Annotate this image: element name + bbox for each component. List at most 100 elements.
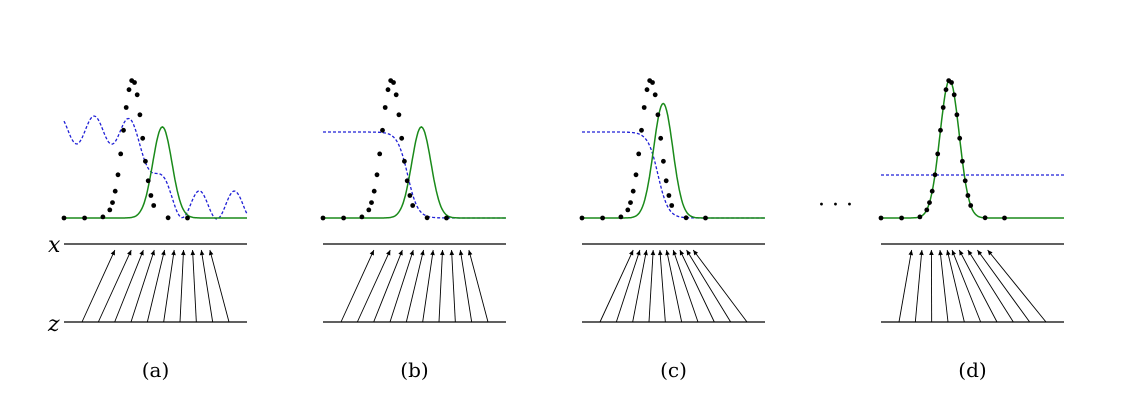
arrow-head (398, 250, 403, 256)
arrow-head (386, 250, 391, 256)
data-point (703, 215, 708, 221)
arrow-head (967, 250, 973, 256)
arrow-head (139, 250, 144, 256)
arrow-head (181, 250, 186, 256)
data-point (185, 215, 190, 221)
arrow-head (946, 250, 951, 256)
arrow-head (951, 250, 957, 256)
arrow-head (693, 250, 699, 256)
mapping-arrow (200, 249, 214, 323)
data-point (444, 215, 449, 221)
arrow-head (110, 250, 115, 256)
data-point (1002, 215, 1007, 221)
mapping-arrow (946, 249, 965, 323)
data-point (669, 203, 675, 208)
data-point (954, 112, 960, 118)
arrow-head (938, 250, 943, 256)
mapping-arrow (146, 249, 165, 323)
data-point (641, 105, 647, 110)
data-point (112, 188, 118, 194)
mapping-arrow (438, 249, 443, 323)
data-point (140, 135, 146, 141)
data-point (320, 215, 326, 221)
data-point (655, 112, 661, 118)
data-point (652, 92, 658, 98)
data-point (151, 203, 157, 208)
data-point (407, 193, 413, 198)
data-point (123, 105, 129, 110)
panel-2: (b) (320, 78, 506, 382)
data-point (957, 135, 963, 141)
mapping-arrow (405, 249, 424, 323)
data-point (404, 178, 410, 184)
arrow-head (959, 250, 964, 256)
data-point (366, 207, 372, 213)
arrow-head (686, 250, 692, 256)
data-point (940, 105, 946, 110)
data-point (949, 80, 954, 85)
data-point (982, 215, 988, 221)
mapping-arrow (914, 249, 923, 323)
mapping-arrow (422, 249, 434, 323)
generator-distribution (582, 102, 765, 219)
data-point (126, 87, 132, 93)
data-point (628, 200, 633, 206)
panel-3: (c) (579, 78, 765, 382)
data-point (371, 188, 377, 194)
data-point (369, 200, 374, 206)
data-point (683, 215, 689, 221)
data-point (82, 215, 87, 221)
mapping-arrow (459, 249, 473, 323)
arrow-head (636, 250, 641, 256)
mapping-arrow (192, 249, 197, 323)
mapping-arrows (898, 249, 1047, 323)
mapping-arrow (958, 249, 998, 323)
ellipsis: · · · (818, 193, 853, 218)
mapping-arrow (130, 249, 155, 323)
mapping-arrow (967, 249, 1014, 323)
mapping-arrow (209, 249, 230, 323)
data-point (134, 92, 140, 98)
arrow-head (430, 250, 435, 256)
data-point (121, 127, 126, 133)
arrow-head (987, 250, 993, 256)
mapping-arrow (679, 249, 715, 323)
data-point (960, 158, 965, 164)
data-point (396, 112, 402, 118)
data-point (399, 135, 405, 141)
data-point (579, 215, 585, 221)
data-point (658, 135, 664, 141)
data-point (935, 151, 941, 157)
arrow-head (440, 250, 445, 256)
data-point (630, 188, 636, 194)
z-axis-label: z (47, 312, 60, 337)
generator-distribution (64, 126, 247, 219)
mapping-arrow (179, 249, 184, 323)
data-point (374, 172, 380, 178)
arrow-head (420, 250, 425, 256)
mapping-arrow (672, 249, 699, 323)
discriminator-curve (323, 131, 506, 219)
mapping-arrow (898, 249, 913, 323)
data-point (650, 80, 655, 85)
mapping-arrow (340, 249, 375, 323)
data-point (600, 215, 605, 221)
panel-caption: (a) (142, 358, 170, 382)
panel-1: (a) (61, 78, 248, 382)
discriminator-curve (63, 115, 248, 220)
data-point (625, 207, 631, 213)
arrow-head (665, 250, 670, 256)
arrow-head (919, 250, 924, 256)
data-point (100, 214, 106, 220)
data-point (118, 151, 124, 157)
arrow-head (171, 250, 176, 256)
x-axis-label: x (48, 233, 61, 258)
generator-distribution (323, 126, 506, 219)
mapping-arrow (81, 249, 116, 323)
data-point (165, 215, 171, 221)
arrow-head (127, 250, 132, 256)
data-point (107, 207, 113, 213)
data-point (380, 127, 385, 133)
arrow-head (679, 250, 685, 256)
arrow-head (208, 250, 214, 256)
